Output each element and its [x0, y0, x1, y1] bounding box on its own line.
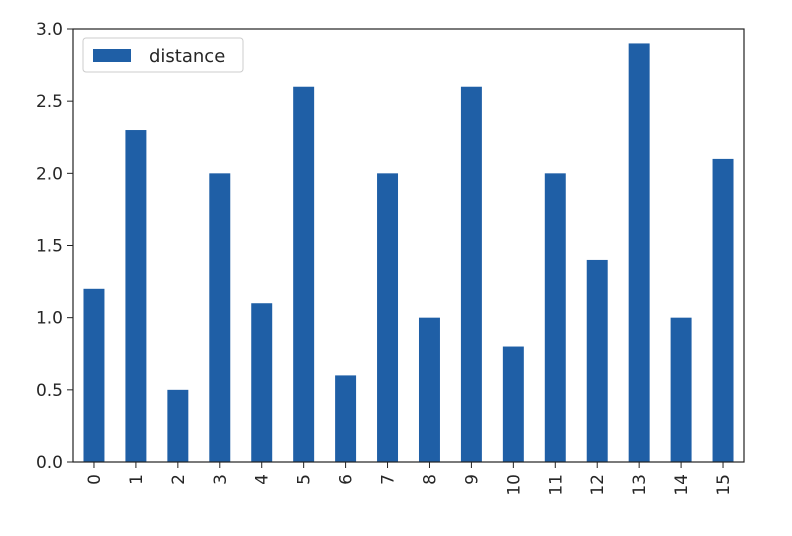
bar-9: [460, 86, 482, 462]
bar-10: [502, 346, 524, 462]
x-tick-label: 10: [504, 474, 524, 496]
y-tick-label: 0.0: [36, 453, 63, 473]
bar-13: [628, 43, 650, 462]
bar-1: [125, 130, 147, 463]
y-tick-label: 2.0: [36, 164, 63, 184]
bar-6: [335, 375, 357, 462]
y-tick-label: 1.5: [36, 237, 63, 257]
y-tick-label: 3.0: [36, 20, 63, 40]
x-tick-label: 5: [295, 474, 315, 485]
x-tick-label: 6: [337, 474, 357, 485]
y-tick-label: 1.0: [36, 309, 63, 329]
x-tick-label: 14: [672, 474, 692, 496]
x-tick-label: 12: [588, 474, 608, 496]
ticks-layer: 0.00.51.01.52.02.53.00 1 2 3 4 5 6 7 8 9 10 11 12 13 1…: [36, 20, 734, 496]
bars-layer: [83, 43, 734, 463]
bar-14: [670, 317, 692, 462]
bar-3: [209, 173, 231, 463]
bar-7: [377, 173, 399, 463]
x-tick-label: 7: [379, 474, 399, 485]
x-tick-label: 9: [462, 474, 482, 485]
x-tick-label: 3: [211, 474, 231, 485]
bar-0: [83, 288, 105, 462]
legend-box: [82, 37, 244, 73]
bar-15: [712, 158, 734, 462]
x-tick-label: 15: [714, 474, 734, 496]
x-tick-label: 8: [420, 474, 440, 485]
bar-11: [544, 173, 566, 463]
y-tick-label: 2.5: [36, 92, 63, 112]
bar-5: [293, 86, 315, 462]
bar-4: [251, 303, 273, 462]
x-tick-label: 13: [630, 474, 650, 496]
legend: distance: [82, 37, 244, 73]
y-tick-label: 0.5: [36, 381, 63, 401]
x-tick-label: 1: [127, 474, 147, 485]
x-tick-label: 0: [85, 474, 105, 485]
x-tick-label: 2: [169, 474, 189, 485]
legend-swatch: [93, 49, 131, 62]
bar-8: [418, 317, 440, 462]
bar-12: [586, 259, 608, 462]
legend-label: distance: [149, 46, 225, 67]
x-tick-label: 4: [253, 474, 273, 485]
bar-2: [167, 389, 189, 462]
x-tick-label: 11: [546, 474, 566, 496]
